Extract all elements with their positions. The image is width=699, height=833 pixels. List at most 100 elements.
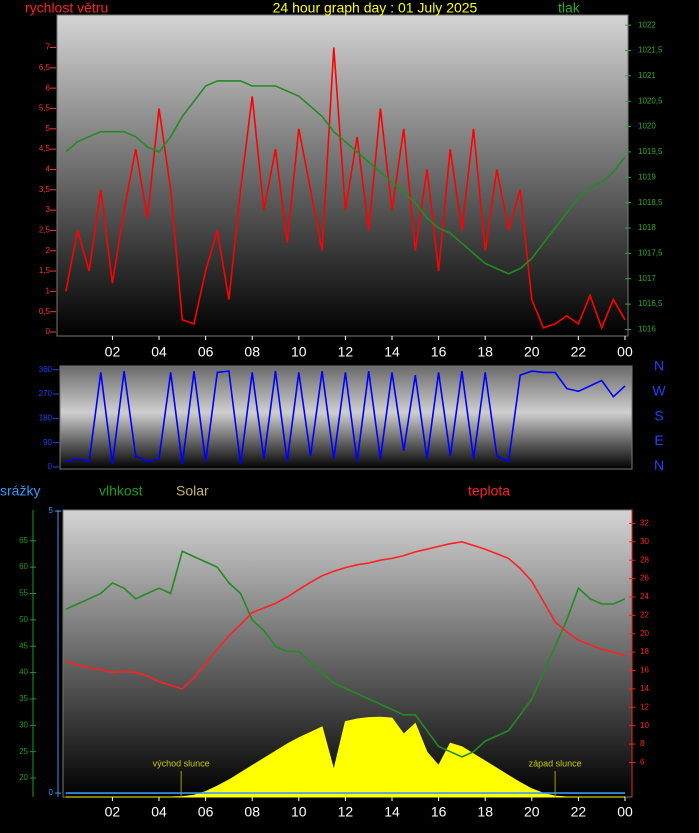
y-tick-label: 0,5 bbox=[39, 307, 51, 316]
y-tick-label: 180 bbox=[39, 413, 53, 422]
y-tick-label: 1018,5 bbox=[638, 198, 663, 207]
y-tick-label: 3,5 bbox=[39, 185, 51, 194]
y-tick-label: 8 bbox=[640, 739, 645, 748]
compass-label: N bbox=[654, 457, 664, 473]
x-tick-label: 06 bbox=[198, 344, 214, 360]
y-tick-label: 4,5 bbox=[39, 144, 51, 153]
y-tick-label: 5,5 bbox=[39, 104, 51, 113]
compass-label: S bbox=[654, 407, 663, 423]
y-tick-label: 45 bbox=[19, 641, 28, 650]
y-tick-label: 3 bbox=[46, 205, 51, 214]
x-tick-label: 18 bbox=[477, 344, 493, 360]
legend-entry: vlhkost bbox=[99, 483, 143, 499]
y-tick-label: 0 bbox=[48, 462, 53, 471]
y-tick-label: 20 bbox=[19, 773, 28, 782]
series-line bbox=[65, 80, 626, 275]
y-tick-label: 55 bbox=[19, 589, 28, 598]
y-tick-label: 32 bbox=[640, 519, 649, 528]
y-tick-label: 360 bbox=[39, 365, 53, 374]
y-tick-label: 90 bbox=[43, 438, 52, 447]
x-tick-label: 22 bbox=[571, 804, 587, 820]
y2-axis-title: tlak bbox=[558, 0, 581, 16]
y-tick-label: 20 bbox=[640, 629, 649, 638]
y-axis-title: rychlost větru bbox=[25, 0, 108, 16]
series-line bbox=[65, 540, 626, 690]
x-tick-label: 20 bbox=[524, 804, 540, 820]
y-tick-label: 30 bbox=[640, 537, 649, 546]
y-tick-label: 28 bbox=[640, 555, 649, 564]
y-tick-label: 1020 bbox=[638, 122, 656, 131]
legend-entry: Solar bbox=[176, 483, 209, 499]
y-tick-label: 22 bbox=[640, 610, 649, 619]
y-tick-label: 1016 bbox=[638, 325, 656, 334]
y-tick-label: 6 bbox=[640, 758, 645, 767]
y-tick-label: 30 bbox=[19, 720, 28, 729]
plot-area bbox=[62, 509, 633, 798]
y-tick-label: 65 bbox=[19, 536, 28, 545]
x-tick-label: 18 bbox=[477, 804, 493, 820]
y-tick-label: 18 bbox=[640, 647, 649, 656]
y-tick-label: 0 bbox=[46, 327, 51, 336]
x-tick-label: 16 bbox=[431, 344, 447, 360]
series-line bbox=[65, 550, 626, 758]
y-tick-label: 1017 bbox=[638, 274, 656, 283]
compass-label: N bbox=[654, 358, 664, 374]
y-tick-label: 5 bbox=[46, 124, 51, 133]
x-tick-label: 02 bbox=[105, 344, 121, 360]
compass-label: W bbox=[652, 383, 666, 399]
y-tick-label: 0 bbox=[49, 788, 54, 797]
y-tick-label: 1 bbox=[46, 286, 51, 295]
y-tick-label: 40 bbox=[19, 668, 28, 677]
y-tick-label: 2 bbox=[46, 246, 51, 255]
y-tick-label: 24 bbox=[640, 592, 649, 601]
legend-entry: srážky bbox=[0, 483, 40, 499]
x-tick-label: 10 bbox=[291, 344, 307, 360]
y-tick-label: 16 bbox=[640, 666, 649, 675]
x-tick-label: 14 bbox=[384, 804, 400, 820]
x-tick-label: 04 bbox=[151, 804, 167, 820]
y-tick-label: 60 bbox=[19, 562, 28, 571]
y-tick-label: 14 bbox=[640, 684, 649, 693]
annotation: východ slunce bbox=[153, 758, 210, 768]
y-tick-label: 1021,5 bbox=[638, 46, 663, 55]
y-tick-label: 35 bbox=[19, 694, 28, 703]
y-tick-label: 10 bbox=[640, 721, 649, 730]
y-tick-label: 270 bbox=[39, 389, 53, 398]
y-tick-label: 4 bbox=[46, 165, 51, 174]
x-tick-label: 10 bbox=[291, 804, 307, 820]
x-tick-label: 20 bbox=[524, 344, 540, 360]
y-tick-label: 1018 bbox=[638, 223, 656, 232]
y-tick-label: 1017,5 bbox=[638, 248, 663, 257]
x-tick-label: 08 bbox=[244, 344, 260, 360]
y-tick-label: 6 bbox=[46, 83, 51, 92]
y-tick-label: 2,5 bbox=[39, 226, 51, 235]
x-tick-label: 06 bbox=[198, 804, 214, 820]
plot-area bbox=[59, 365, 633, 470]
y-tick-label: 7 bbox=[46, 43, 51, 52]
y-tick-label: 5 bbox=[49, 506, 54, 515]
x-tick-label: 00 bbox=[617, 344, 633, 360]
x-tick-label: 04 bbox=[151, 344, 167, 360]
x-tick-label: 14 bbox=[384, 344, 400, 360]
x-tick-label: 16 bbox=[431, 804, 447, 820]
x-tick-label: 02 bbox=[105, 804, 121, 820]
annotation: západ slunce bbox=[529, 758, 582, 768]
x-tick-label: 00 bbox=[617, 804, 633, 820]
x-tick-label: 12 bbox=[338, 344, 354, 360]
y-tick-label: 1020,5 bbox=[638, 96, 663, 105]
y-tick-label: 50 bbox=[19, 615, 28, 624]
series-line bbox=[65, 370, 626, 465]
y-tick-label: 12 bbox=[640, 702, 649, 711]
x-tick-label: 12 bbox=[338, 804, 354, 820]
y-tick-label: 1019,5 bbox=[638, 147, 663, 156]
legend-entry: teplota bbox=[468, 483, 510, 499]
chart-title: 24 hour graph day : 01 July 2025 bbox=[273, 0, 478, 16]
y-tick-label: 1019 bbox=[638, 172, 656, 181]
solar-area bbox=[65, 716, 626, 798]
y-tick-label: 1016,5 bbox=[638, 299, 663, 308]
y-tick-label: 6,5 bbox=[39, 63, 51, 72]
y-tick-label: 1021 bbox=[638, 71, 656, 80]
y-tick-label: 1,5 bbox=[39, 266, 51, 275]
y-tick-label: 1022 bbox=[638, 20, 656, 29]
